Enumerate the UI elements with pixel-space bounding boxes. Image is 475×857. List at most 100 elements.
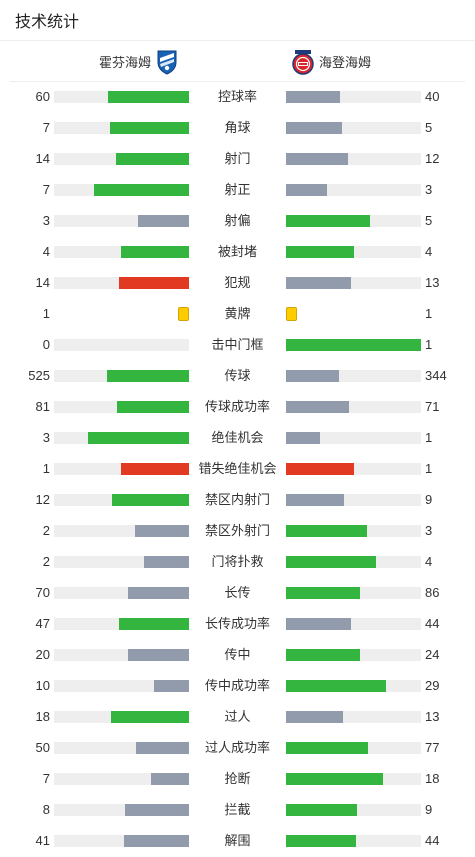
home-value: 0 [42,337,50,352]
home-bar-fill [136,742,189,754]
home-bar-fill [125,804,189,816]
away-bar-fill [286,649,360,661]
stat-row: 70 长传 86 [0,583,475,603]
home-bar-track [54,307,189,321]
home-bar-track [54,742,189,754]
stat-row: 10 传中成功率 29 [0,676,475,696]
home-value: 18 [35,709,50,724]
away-bar-track [286,401,421,413]
away-value: 5 [425,120,433,135]
away-bar-track [286,184,421,196]
away-bar-track [286,153,421,165]
away-value: 9 [425,492,433,507]
home-bar-track [54,618,189,630]
stat-row: 8 拦截 9 [0,800,475,820]
stat-label: 被封堵 [217,244,257,259]
away-bar-track [286,463,421,475]
home-value: 8 [42,802,50,817]
stat-row: 1 黄牌 1 [0,304,475,324]
stat-label: 禁区内射门 [204,492,270,507]
stat-label: 长传 [224,585,251,600]
stat-row: 14 射门 12 [0,149,475,169]
home-bar-track [54,804,189,816]
home-bar-fill [151,773,189,785]
home-bar-fill [110,122,189,134]
home-bar-fill [94,184,189,196]
away-value: 12 [425,151,440,166]
home-team[interactable]: 霍芬海姆 [99,41,178,82]
home-value: 525 [28,368,50,383]
away-bar-track [286,711,421,723]
home-value: 14 [35,151,50,166]
home-bar-track [54,122,189,134]
stat-row: 12 禁区内射门 9 [0,490,475,510]
away-bar-track [286,494,421,506]
home-value: 4 [42,244,50,259]
home-bar-fill [107,370,189,382]
stat-label: 射门 [224,151,251,166]
stat-row: 81 传球成功率 71 [0,397,475,417]
home-bar-fill [116,153,189,165]
away-bar-track [286,556,421,568]
stat-label: 传中成功率 [204,678,270,693]
yellow-card-icon [178,307,189,321]
away-value: 18 [425,771,440,786]
away-bar-track [286,277,421,289]
away-value: 344 [425,368,447,383]
away-bar-fill [286,277,351,289]
stat-label: 射偏 [224,213,251,228]
stat-label: 黄牌 [224,306,251,321]
home-value: 41 [35,833,50,848]
away-value: 77 [425,740,440,755]
home-bar-fill [112,494,189,506]
stat-label: 传球成功率 [204,399,270,414]
away-value: 44 [425,833,440,848]
home-bar-track [54,711,189,723]
home-value: 10 [35,678,50,693]
stat-label: 解围 [224,833,251,848]
away-bar-fill [286,463,354,475]
away-value: 9 [425,802,433,817]
home-bar-track [54,835,189,847]
away-bar-track [286,215,421,227]
home-bar-track [54,339,189,351]
away-bar-track [286,525,421,537]
away-bar-track [286,742,421,754]
home-value: 3 [42,213,50,228]
away-value: 13 [425,709,440,724]
stat-label: 控球率 [217,89,257,104]
away-value: 1 [425,306,433,321]
stat-label: 禁区外射门 [204,523,270,538]
stat-label: 过人成功率 [204,740,270,755]
home-value: 7 [42,771,50,786]
stat-label: 过人 [224,709,251,724]
home-bar-fill [108,91,189,103]
teams-row: 霍芬海姆 海登海姆 [10,41,465,82]
home-bar-track [54,432,189,444]
home-bar-fill [138,215,189,227]
stat-row: 7 射正 3 [0,180,475,200]
stat-row: 18 过人 13 [0,707,475,727]
away-bar-track [286,339,421,351]
home-bar-fill [121,463,189,475]
away-value: 3 [425,182,433,197]
stat-row: 7 抢断 18 [0,769,475,789]
away-bar-track [286,122,421,134]
home-value: 2 [42,523,50,538]
home-value: 50 [35,740,50,755]
stat-label: 绝佳机会 [211,430,264,445]
away-team[interactable]: 海登海姆 [292,41,371,82]
away-team-name: 海登海姆 [319,55,372,70]
home-value: 3 [42,430,50,445]
stat-row: 4 被封堵 4 [0,242,475,262]
stat-label: 射正 [224,182,251,197]
home-value: 20 [35,647,50,662]
stat-row: 47 长传成功率 44 [0,614,475,634]
away-bar-fill [286,587,360,599]
home-team-name: 霍芬海姆 [98,55,151,70]
away-bar-fill [286,401,349,413]
page-title: 技术统计 [15,14,80,31]
stat-label: 角球 [224,120,251,135]
home-bar-track [54,556,189,568]
stat-row: 3 绝佳机会 1 [0,428,475,448]
